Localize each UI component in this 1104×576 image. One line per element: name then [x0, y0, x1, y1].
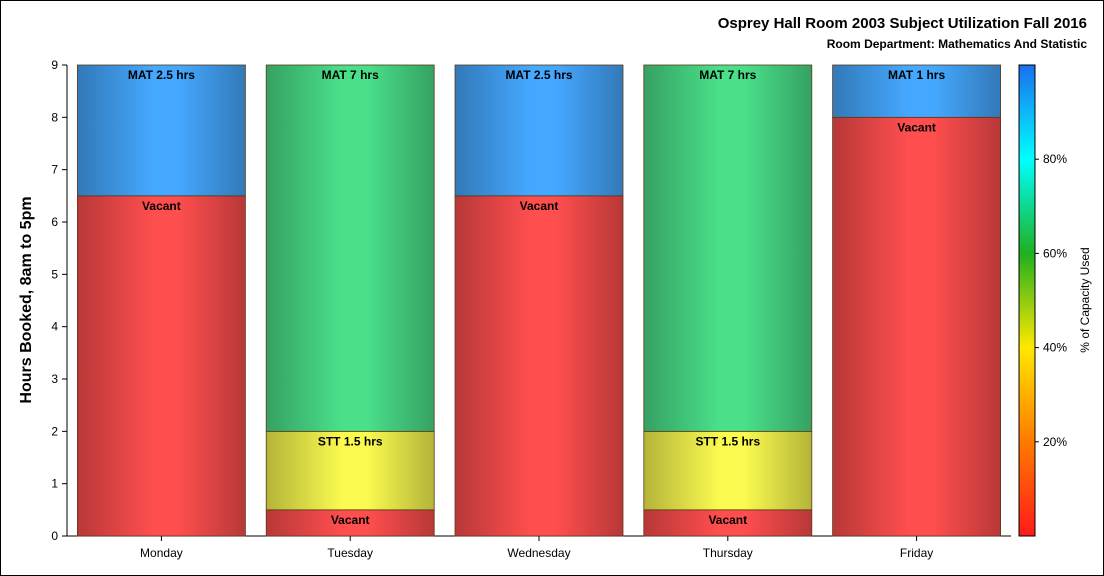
bar-segment	[265, 430, 435, 511]
y-tick-label: 9	[51, 58, 58, 72]
x-tick-label: Wednesday	[507, 546, 570, 560]
y-tick-label: 8	[51, 110, 58, 124]
bar-segment-label: MAT 7 hrs	[322, 68, 379, 82]
bar-segment-label: Vacant	[520, 199, 559, 213]
bar-segment	[643, 430, 813, 511]
colorbar-label: % of Capacity Used	[1078, 247, 1092, 352]
y-tick-label: 3	[51, 372, 58, 386]
bar-segment-label: Vacant	[897, 120, 936, 134]
bar-segment	[454, 195, 624, 537]
chart-title: Osprey Hall Room 2003 Subject Utilizatio…	[718, 15, 1087, 32]
y-tick-label: 1	[51, 477, 58, 491]
bar-segment-label: Vacant	[708, 513, 747, 527]
bar-segment	[643, 64, 813, 432]
colorbar-tick-label: 20%	[1043, 435, 1067, 449]
colorbar-tick-label: 80%	[1043, 152, 1067, 166]
chart-subtitle: Room Department: Mathematics And Statist…	[827, 37, 1088, 51]
y-tick-label: 6	[51, 215, 58, 229]
x-tick-label: Friday	[900, 546, 933, 560]
bar-segment	[832, 64, 1001, 118]
y-axis-label: Hours Booked, 8am to 5pm	[18, 196, 35, 403]
bar-segment-label: MAT 7 hrs	[699, 68, 756, 82]
colorbar-tick-label: 60%	[1043, 246, 1067, 260]
bar-segment	[454, 64, 624, 197]
bar-segment-label: Vacant	[142, 199, 181, 213]
y-tick-label: 7	[51, 163, 58, 177]
bar-segment-label: STT 1.5 hrs	[695, 434, 760, 448]
bar-segment	[643, 509, 813, 537]
bar-segment	[77, 64, 246, 197]
bar-segment-label: Vacant	[331, 513, 370, 527]
x-tick-label: Tuesday	[327, 546, 373, 560]
bar-segment	[77, 195, 246, 537]
bar-segment	[265, 509, 435, 537]
bar-segment	[265, 64, 435, 432]
y-tick-label: 5	[51, 267, 58, 281]
y-tick-label: 0	[51, 529, 58, 543]
bar-segment-label: STT 1.5 hrs	[318, 434, 383, 448]
y-tick-label: 2	[51, 424, 58, 438]
x-tick-label: Thursday	[703, 546, 753, 560]
bar-segment-label: MAT 2.5 hrs	[128, 68, 195, 82]
bar-segment	[832, 116, 1001, 537]
colorbar	[1018, 64, 1036, 537]
bar-segment-label: MAT 2.5 hrs	[505, 68, 572, 82]
x-tick-label: Monday	[140, 546, 183, 560]
colorbar-tick-label: 40%	[1043, 341, 1067, 355]
bar-segment-label: MAT 1 hrs	[888, 68, 945, 82]
y-tick-label: 4	[51, 320, 58, 334]
